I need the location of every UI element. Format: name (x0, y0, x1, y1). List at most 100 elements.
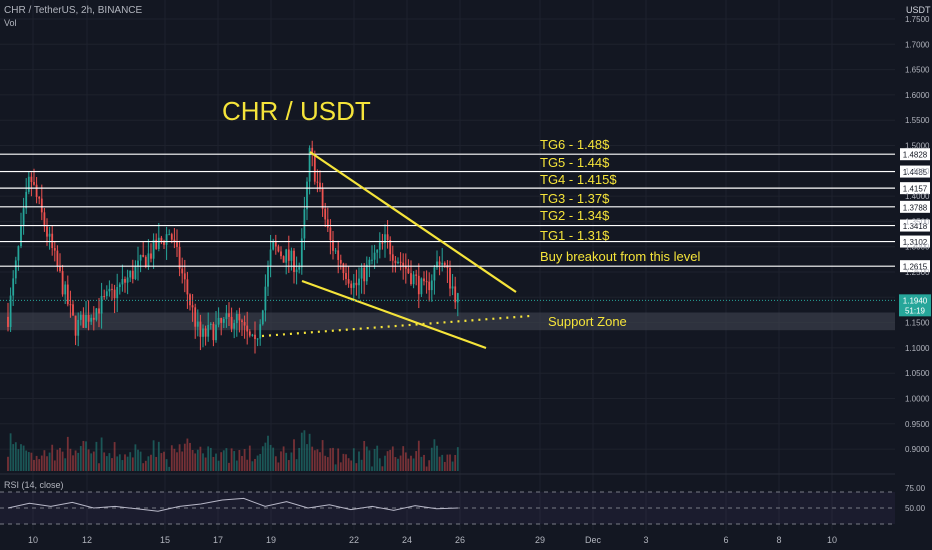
candle-body (209, 323, 212, 325)
candle-body (64, 284, 67, 295)
volume-bar (137, 449, 139, 471)
volume-bar (7, 456, 9, 471)
x-tick-label: 3 (643, 535, 648, 545)
volume-bar (451, 461, 454, 471)
volume-bar (251, 461, 254, 471)
candle-body (381, 242, 384, 244)
candle-body (131, 270, 134, 279)
volume-bar (397, 458, 399, 471)
y-tick-label: 0.9000 (905, 445, 930, 454)
volume-bar (92, 451, 95, 471)
candle-body (212, 323, 215, 341)
price-level-label: 1.3788 (903, 203, 928, 212)
volume-bar (53, 460, 56, 471)
candle-body (415, 274, 418, 276)
quote-currency[interactable]: USDT (906, 5, 931, 15)
price-level-label: 1.4485 (903, 168, 928, 177)
volume-bar (238, 450, 241, 471)
volume-bar (95, 441, 98, 471)
volume-bar (347, 458, 350, 471)
candle-body (66, 284, 69, 305)
volume-bar (269, 444, 272, 471)
volume-bar (152, 440, 155, 471)
target-label: TG1 - 1.31$ (540, 228, 610, 243)
volume-bar (25, 450, 28, 471)
candle-body (300, 238, 303, 268)
candle-body (313, 154, 316, 182)
candle-body (282, 256, 285, 263)
candle-body (298, 267, 301, 270)
volume-bar (56, 449, 59, 471)
candle-body (337, 250, 340, 260)
candle-body (326, 219, 329, 228)
volume-bar (22, 445, 25, 471)
candle-body (428, 281, 431, 291)
volume-bar (417, 440, 420, 471)
volume-bar (17, 449, 20, 471)
candle-body (347, 279, 350, 284)
volume-bar (449, 454, 451, 471)
candle-body (420, 278, 423, 295)
candle-body (95, 308, 98, 320)
candle-body (436, 261, 438, 268)
support-dotted-line (261, 314, 531, 338)
candle-body (358, 278, 360, 286)
candle-body (111, 288, 113, 290)
candle-body (178, 246, 181, 269)
target-label: TG6 - 1.48$ (540, 137, 610, 152)
volume-bar (378, 458, 381, 471)
volume-bar (430, 447, 433, 471)
volume-bar (111, 458, 113, 471)
candle-body (183, 273, 186, 280)
price-level-badge (900, 260, 930, 273)
price-level-label: 1.3102 (903, 238, 928, 247)
x-tick-label: 26 (455, 535, 465, 545)
candle-body (98, 308, 100, 314)
volume-bar (311, 446, 314, 471)
volume-bar (30, 452, 33, 471)
volume-bar (66, 436, 69, 471)
candle-body (243, 321, 246, 326)
price-level-label: 1.2615 (903, 263, 928, 272)
price-level-label: 1.4828 (903, 151, 928, 160)
candle-body (441, 262, 444, 265)
target-label: TG5 - 1.44$ (540, 155, 610, 170)
candle-body (59, 266, 61, 272)
volume-bar (20, 444, 22, 471)
candle-body (82, 314, 85, 328)
volume-bar (399, 455, 402, 471)
volume-bar (77, 452, 80, 471)
volume-bar (233, 451, 236, 471)
candle-body (150, 253, 152, 259)
volume-bar (282, 446, 285, 471)
candle-body (404, 266, 407, 269)
candle-body (30, 176, 33, 183)
candle-body (373, 252, 376, 260)
candle-body (269, 249, 272, 267)
volume-bar (285, 452, 288, 471)
buy-breakout-note: Buy breakout from this level (540, 249, 701, 264)
volume-bar (178, 444, 181, 471)
rsi-label: RSI (14, close) (4, 480, 64, 490)
volume-bar (222, 450, 225, 471)
volume-bar (355, 463, 358, 471)
volume-bar (280, 451, 282, 471)
volume-bar (79, 446, 82, 471)
volume-bar (225, 448, 228, 471)
candle-body (316, 181, 319, 183)
volume-bar (207, 446, 210, 471)
volume-bar (235, 460, 238, 471)
volume-bar (308, 433, 311, 471)
volume-bar (199, 446, 202, 471)
volume-bar (441, 454, 444, 471)
volume-bar (121, 460, 124, 471)
volume-bar (212, 456, 215, 471)
volume-bar (163, 451, 165, 471)
volume-bar (345, 454, 347, 471)
candle-body (108, 288, 111, 292)
y-tick-label: 1.6000 (905, 91, 930, 100)
candle-body (56, 250, 59, 267)
candle-body (363, 267, 366, 282)
volume-bar (48, 452, 51, 471)
